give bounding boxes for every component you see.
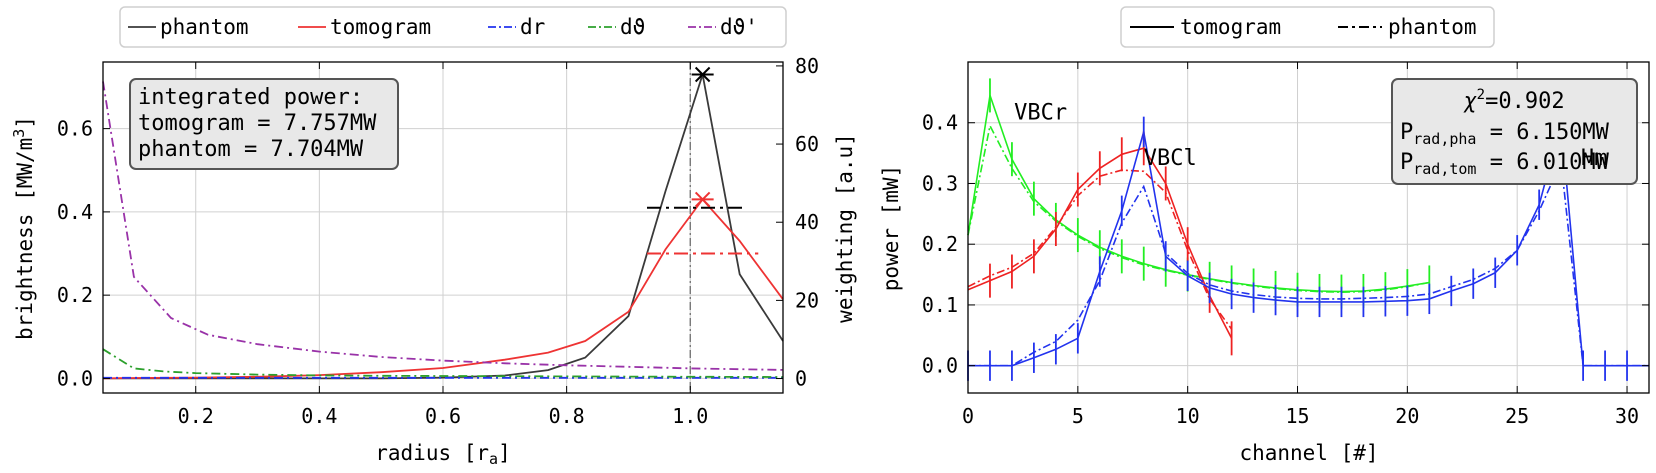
series-line-tomogram — [102, 197, 784, 380]
right-x-tick-label: 15 — [1285, 404, 1309, 428]
peak-marker — [691, 191, 714, 208]
peak-marker — [691, 66, 714, 83]
right-x-tick-label: 5 — [1072, 404, 1084, 428]
series-line-dϑ' — [102, 81, 784, 371]
annotation-line-2: tomogram = 7.757MW — [138, 111, 377, 136]
right-chart-y-tick-label: 0.0 — [922, 354, 958, 378]
right-y-tick-label: 40 — [795, 210, 819, 234]
chi-square-box: χ2=0.902 Prad,pha = 6.150MW Prad,tom = 6… — [1391, 78, 1638, 185]
right-plot-frame — [967, 61, 1650, 394]
right-legend: tomogram phantom — [1120, 6, 1495, 48]
left-y-tick-label: 0.0 — [57, 366, 93, 390]
right-chart-y-axis-label: power [mW] — [879, 165, 903, 291]
camera-label-Hm: Hm — [1581, 146, 1608, 171]
annotation-line-3: phantom = 7.704MW — [138, 137, 364, 162]
left-y-tick-label: 0.4 — [57, 200, 93, 224]
left-y-axis-label: brightness [MW/m3] — [10, 116, 37, 340]
right-y-tick-label: 20 — [795, 288, 819, 312]
legend-label-phantom: phantom — [160, 15, 249, 39]
right-chart: 0 5 10 15 20 25 30 0.0 0.1 0.2 0.3 0.4 χ2=0.902 Pra… — [879, 6, 1650, 465]
right-chart-ticks: 0 5 10 15 20 25 30 0.0 0.1 0.2 0.3 0.4 — [922, 62, 1649, 428]
chi-square-text: χ2=0.902 — [1463, 87, 1564, 114]
left-y-tick-label: 0.6 — [57, 117, 93, 141]
camera-labels: VBCr VBCl Hm — [1014, 101, 1607, 172]
left-x-axis-label: radius [ra] — [375, 441, 510, 468]
left-legend: phantom tomogram dr dϑ dϑ' — [119, 6, 787, 48]
integrated-power-box: integrated power: tomogram = 7.757MW pha… — [129, 78, 399, 170]
legend-label-dϑ: dϑ — [620, 15, 645, 39]
right-x-tick-label: 25 — [1505, 404, 1529, 428]
series-line-VBCr-tomogram — [967, 95, 1430, 293]
series-line-VBCr-phantom — [967, 123, 1430, 294]
right-y-tick-label: 0 — [795, 367, 807, 391]
left-chart: 0.2 0.4 0.6 0.8 1.0 0.0 0.2 0.4 0.6 0 20 40 60 80 int… — [10, 6, 857, 468]
series-line-Hm-tomogram — [968, 122, 1649, 367]
legend-label-dϑ': dϑ' — [720, 15, 758, 39]
left-y-tick-label: 0.2 — [57, 283, 93, 307]
right-chart-y-tick-label: 0.1 — [922, 293, 958, 317]
right-x-axis-label: channel [#] — [1239, 441, 1378, 465]
left-x-tick-label: 0.8 — [549, 404, 585, 428]
left-chart-ticks: 0.2 0.4 0.6 0.8 1.0 0.0 0.2 0.4 0.6 0 20 40 60 80 — [57, 54, 819, 428]
series-line-dϑ — [102, 348, 784, 378]
right-chart-series — [967, 78, 1649, 381]
left-chart-series — [102, 62, 784, 393]
right-x-tick-label: 30 — [1615, 404, 1639, 428]
right-chart-y-tick-label: 0.3 — [922, 171, 958, 195]
right-chart-y-tick-label: 0.4 — [922, 111, 958, 135]
legend-label-phantom: phantom — [1388, 15, 1477, 39]
legend-label-dr: dr — [520, 15, 545, 39]
right-chart-y-tick-label: 0.2 — [922, 232, 958, 256]
right-x-tick-label: 0 — [962, 404, 974, 428]
left-x-tick-label: 0.6 — [425, 404, 461, 428]
camera-label-VBCr: VBCr — [1014, 101, 1067, 126]
left-x-tick-label: 0.2 — [178, 404, 214, 428]
p-rad-tom-text: Prad,tom = 6.010MW — [1400, 150, 1610, 178]
right-y-axis-label: weighting [a.u] — [833, 133, 857, 323]
right-y-tick-label: 60 — [795, 132, 819, 156]
camera-label-VBCl: VBCl — [1144, 146, 1197, 171]
legend-label-tomogram: tomogram — [330, 15, 431, 39]
left-x-tick-label: 1.0 — [672, 404, 708, 428]
right-x-tick-label: 10 — [1176, 404, 1200, 428]
legend-label-tomogram: tomogram — [1180, 15, 1281, 39]
p-rad-pha-text: Prad,pha = 6.150MW — [1400, 120, 1610, 148]
right-x-tick-label: 20 — [1395, 404, 1419, 428]
left-x-tick-label: 0.4 — [301, 404, 337, 428]
annotation-line-1: integrated power: — [138, 85, 363, 110]
right-y-tick-label: 80 — [795, 54, 819, 78]
series-line-Hm-phantom — [968, 159, 1649, 367]
